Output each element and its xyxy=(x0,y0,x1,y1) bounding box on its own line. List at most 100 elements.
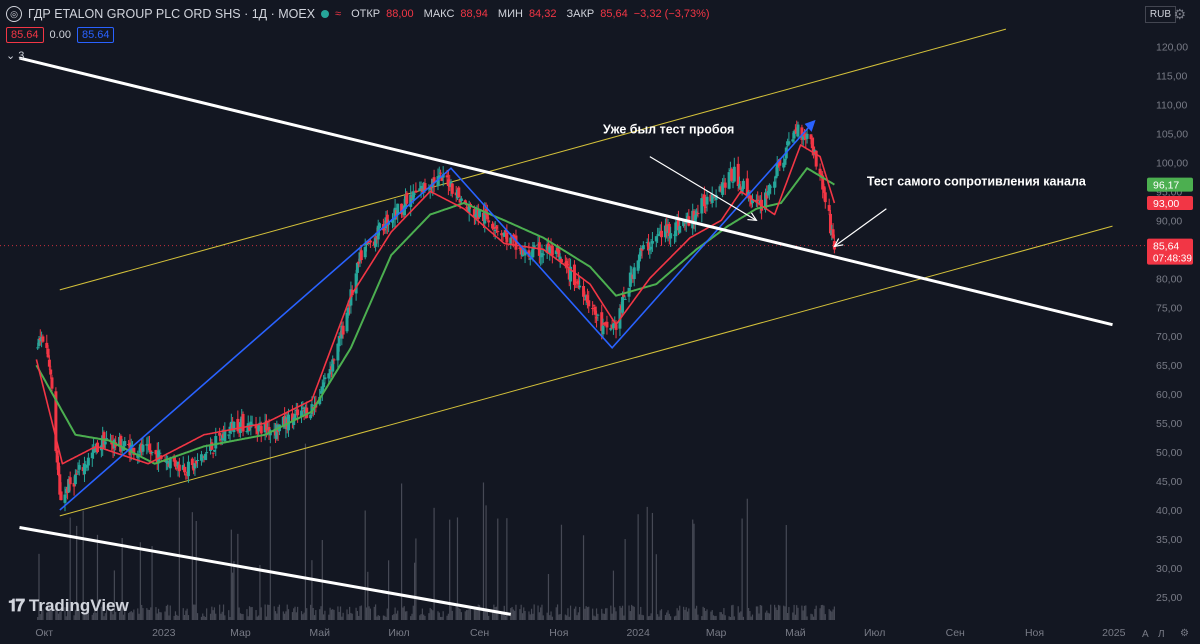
axis-settings-icon[interactable]: ⚙ xyxy=(1180,628,1189,639)
candle-body xyxy=(585,295,589,303)
candle-body xyxy=(227,434,231,436)
volume-bar xyxy=(811,614,813,620)
volume-bar xyxy=(775,607,777,620)
volume-bar xyxy=(456,517,459,620)
candle-body xyxy=(374,238,378,247)
volume-bar xyxy=(460,612,462,620)
candle-body xyxy=(751,199,755,204)
x-tick-label: Сен xyxy=(946,627,965,639)
volume-bar xyxy=(692,519,694,620)
candle-body xyxy=(583,299,587,301)
volume-bar xyxy=(373,606,375,620)
volume-bar xyxy=(230,529,232,620)
volume-bar xyxy=(397,610,399,620)
volume-bar xyxy=(485,505,487,620)
symbol-title[interactable]: ГДР ETALON GROUP PLC ORD SHS · 1Д · MOEX xyxy=(28,7,316,21)
candle-body xyxy=(405,192,409,204)
volume-bar xyxy=(537,605,539,620)
volume-bar xyxy=(601,608,603,620)
ma-fast-line xyxy=(35,144,836,465)
y-tick-label: 90,00 xyxy=(1156,215,1182,227)
candle-body xyxy=(409,194,413,207)
candle-body xyxy=(710,194,714,203)
volume-bar xyxy=(282,611,284,620)
volume-bar xyxy=(733,616,735,620)
volume-bar xyxy=(814,608,816,620)
candle-body xyxy=(259,425,263,434)
volume-bar xyxy=(802,610,804,620)
volume-bar xyxy=(38,553,40,620)
volume-bar xyxy=(186,608,188,620)
spread-value: 0.00 xyxy=(49,29,71,41)
candle-body xyxy=(354,273,358,294)
volume-bar xyxy=(269,446,271,620)
candle-body xyxy=(676,218,680,231)
ma-fast-price-label-bg xyxy=(1147,195,1193,210)
volume-bar xyxy=(433,507,435,620)
volume-bar xyxy=(200,616,203,620)
sell-price-button[interactable]: 85.64 xyxy=(6,27,44,43)
volume-bar xyxy=(60,607,62,620)
volume-bar xyxy=(248,606,251,620)
volume-bar xyxy=(185,610,187,620)
volume-bar xyxy=(468,609,470,620)
volume-bar xyxy=(724,615,726,620)
volume-bar xyxy=(411,613,413,620)
candle-body xyxy=(745,178,749,197)
currency-selector[interactable]: RUB xyxy=(1144,6,1176,23)
volume-bar xyxy=(424,615,426,620)
volume-bar xyxy=(78,608,80,620)
volume-bar xyxy=(159,612,161,620)
etalon-logo-icon: ◎ xyxy=(6,6,22,22)
volume-bar xyxy=(657,614,659,620)
volume-bar xyxy=(369,608,372,620)
candle-body xyxy=(721,182,725,195)
volume-bar xyxy=(575,606,577,620)
settings-icon[interactable]: ⚙ xyxy=(1173,6,1186,22)
y-tick-label: 55,00 xyxy=(1156,418,1182,430)
volume-bar xyxy=(306,608,308,620)
volume-bar xyxy=(112,614,114,620)
volume-bar xyxy=(429,607,431,620)
volume-bar xyxy=(173,615,175,620)
volume-bar xyxy=(303,612,305,620)
candle-body xyxy=(54,391,58,452)
candle-body xyxy=(600,312,604,331)
volume-bar xyxy=(341,616,343,620)
candle-body xyxy=(49,369,53,375)
volume-bar xyxy=(793,604,795,620)
volume-bar xyxy=(812,616,815,620)
volume-bar xyxy=(611,613,613,620)
candle-body xyxy=(357,261,361,264)
tradingview-logo[interactable]: 𝟏𝟕 TradingView xyxy=(8,596,129,616)
volume-bar xyxy=(810,613,812,620)
candle-body xyxy=(186,461,190,477)
volume-bar xyxy=(206,608,208,620)
volume-bar xyxy=(473,607,475,620)
buy-price-button[interactable]: 85.64 xyxy=(76,27,115,43)
candle-body xyxy=(355,262,359,273)
log-scale-button[interactable]: Л xyxy=(1158,629,1165,640)
candle-body xyxy=(322,382,326,388)
volume-bar xyxy=(382,615,384,620)
volume-bar xyxy=(332,609,334,620)
volume-bar xyxy=(703,607,706,620)
candle-body xyxy=(168,458,172,469)
candle-body xyxy=(622,294,626,297)
auto-scale-button[interactable]: A xyxy=(1142,629,1149,640)
tradingview-icon: 𝟏𝟕 xyxy=(8,596,25,615)
volume-bar xyxy=(419,615,421,620)
volume-bar xyxy=(777,604,780,620)
volume-bar xyxy=(741,518,743,620)
ma-slow-price-label-bg xyxy=(1147,177,1193,192)
volume-bar xyxy=(212,610,214,620)
volume-bar xyxy=(421,608,423,620)
candle-body xyxy=(414,190,418,193)
volume-bar xyxy=(68,610,70,620)
volume-bar xyxy=(446,615,448,620)
volume-bar xyxy=(560,524,563,620)
volume-bar xyxy=(649,615,651,620)
candle-body xyxy=(214,436,218,449)
indicators-toggle[interactable]: ⌄ 3 xyxy=(6,49,24,62)
